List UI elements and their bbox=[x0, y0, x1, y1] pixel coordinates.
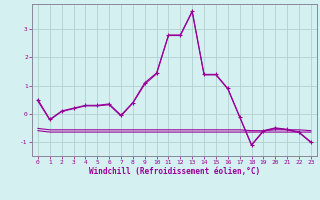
X-axis label: Windchill (Refroidissement éolien,°C): Windchill (Refroidissement éolien,°C) bbox=[89, 167, 260, 176]
